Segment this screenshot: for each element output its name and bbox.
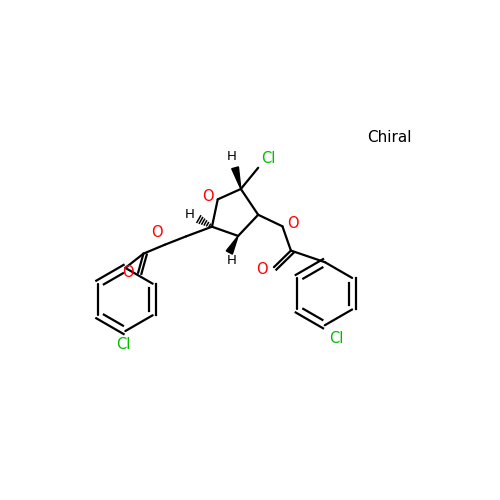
- Text: O: O: [256, 262, 268, 276]
- Text: O: O: [122, 266, 134, 280]
- Polygon shape: [232, 167, 241, 189]
- Text: Cl: Cl: [116, 337, 130, 352]
- Text: Cl: Cl: [262, 151, 276, 166]
- Text: Cl: Cl: [328, 331, 343, 346]
- Text: O: O: [202, 189, 214, 204]
- Text: H: H: [185, 208, 194, 220]
- Text: O: O: [287, 216, 298, 230]
- Polygon shape: [226, 236, 238, 254]
- Text: H: H: [226, 150, 236, 163]
- Text: O: O: [151, 225, 162, 240]
- Text: Chiral: Chiral: [367, 130, 412, 144]
- Text: H: H: [226, 254, 236, 268]
